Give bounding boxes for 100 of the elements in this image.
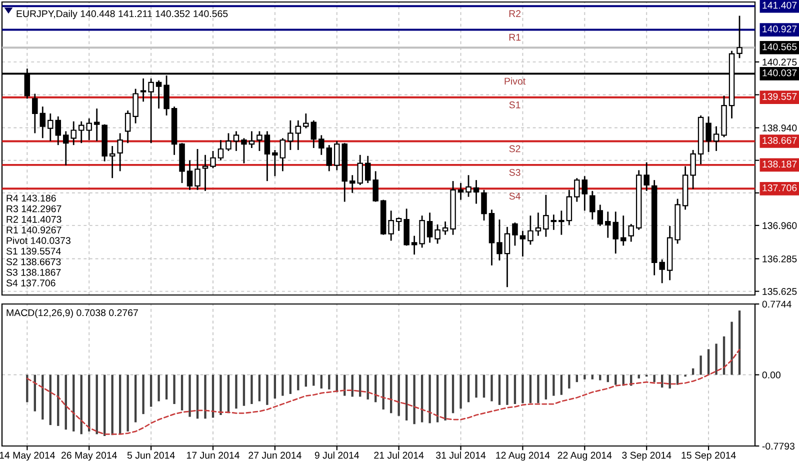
candlestick xyxy=(248,130,255,149)
candlestick xyxy=(512,222,518,246)
bar xyxy=(289,374,292,394)
candlestick xyxy=(426,212,433,244)
candlestick xyxy=(310,120,317,149)
annotation: S2 xyxy=(509,145,520,152)
bar xyxy=(165,374,168,400)
candlestick xyxy=(226,132,232,152)
candlestick xyxy=(481,189,487,222)
candlestick xyxy=(504,226,510,288)
bar xyxy=(150,374,152,407)
bar xyxy=(436,374,439,422)
candlestick xyxy=(388,210,394,242)
candlestick xyxy=(496,218,502,262)
bar xyxy=(320,374,322,388)
bar xyxy=(552,374,555,396)
x-tick-label: 12 Aug 2014 xyxy=(496,452,550,461)
annotation: Pivot xyxy=(504,77,526,85)
candlestick xyxy=(520,230,526,258)
bar xyxy=(413,374,416,424)
bar xyxy=(522,374,524,404)
annotation: R4 143.186 xyxy=(6,194,56,202)
candlestick xyxy=(156,80,162,110)
bar xyxy=(668,374,671,388)
x-tick-label: 17 Jun 2014 xyxy=(186,452,240,459)
bar xyxy=(599,374,602,380)
candlestick xyxy=(620,214,626,246)
candlestick xyxy=(32,93,38,134)
bar xyxy=(196,374,199,419)
bar xyxy=(560,374,563,395)
candlestick xyxy=(186,160,193,191)
annotation: S4 xyxy=(509,192,520,200)
y-tick-label: 136.285 xyxy=(762,255,797,262)
candlestick xyxy=(736,15,742,59)
candlestick xyxy=(264,130,270,182)
bar xyxy=(242,374,246,406)
bar xyxy=(444,374,446,420)
bar xyxy=(266,374,268,405)
ref-line-label: 140.037 xyxy=(762,69,797,76)
candlestick xyxy=(434,224,440,244)
bar xyxy=(460,374,462,409)
bar xyxy=(126,374,129,432)
bar xyxy=(220,374,222,415)
annotation: R1 xyxy=(509,34,521,41)
bar xyxy=(80,374,82,434)
ref-line-label: 137.706 xyxy=(762,184,797,192)
annotation: S3 138.1867 xyxy=(6,268,61,276)
y-tick-label: 0.00 xyxy=(762,372,780,378)
ref-line-label: 140.565 xyxy=(762,43,797,50)
candlestick xyxy=(543,194,549,238)
bar xyxy=(475,374,478,398)
y-tick-label: -0.7793 xyxy=(762,442,794,450)
x-tick-label: 3 Sep 2014 xyxy=(622,452,672,461)
bar xyxy=(398,374,400,416)
bar xyxy=(96,374,98,434)
y-tick-label: 138.940 xyxy=(762,124,797,132)
candlestick xyxy=(326,144,332,172)
annotation: R1 140.9267 xyxy=(6,226,62,234)
x-tick-label: 22 Aug 2014 xyxy=(558,452,612,461)
candlestick xyxy=(419,214,425,248)
bar xyxy=(614,374,617,385)
bar xyxy=(568,374,570,388)
candlestick xyxy=(55,116,62,146)
candlestick xyxy=(411,235,418,256)
candlestick xyxy=(590,190,596,220)
bar xyxy=(738,310,741,375)
annotation: R2 141.4073 xyxy=(6,216,62,223)
annotation: S2 138.6673 xyxy=(6,258,61,266)
y-tick-label: 140.275 xyxy=(762,58,797,66)
candlestick xyxy=(535,212,542,237)
candlestick xyxy=(78,120,84,144)
bar xyxy=(173,374,176,404)
candlestick xyxy=(94,108,100,142)
annotation: R2 xyxy=(509,10,521,17)
ref-line-label: 138.187 xyxy=(762,160,797,168)
bar xyxy=(282,374,284,396)
candlestick xyxy=(318,134,324,156)
x-tick-label: 27 Jun 2014 xyxy=(248,452,302,459)
candlestick xyxy=(210,150,216,169)
x-tick-label: 21 Jul 2014 xyxy=(374,452,424,459)
x-tick-label: 31 Jul 2014 xyxy=(436,452,486,459)
candlestick xyxy=(194,148,200,191)
bar xyxy=(498,374,501,405)
candlestick xyxy=(473,179,480,204)
bar xyxy=(428,374,431,424)
bar xyxy=(64,374,67,430)
bar xyxy=(591,374,594,380)
bar xyxy=(49,374,52,426)
bar xyxy=(715,344,718,375)
candlestick xyxy=(597,204,604,227)
candlestick xyxy=(558,210,564,236)
candlestick xyxy=(628,223,634,242)
bar xyxy=(297,374,300,390)
bar xyxy=(452,374,454,414)
bar xyxy=(584,374,586,380)
candlestick xyxy=(303,112,309,129)
annotation: S1 139.5574 xyxy=(6,248,61,255)
candlestick xyxy=(218,139,224,162)
candlestick xyxy=(566,189,572,226)
candlestick xyxy=(396,216,402,232)
